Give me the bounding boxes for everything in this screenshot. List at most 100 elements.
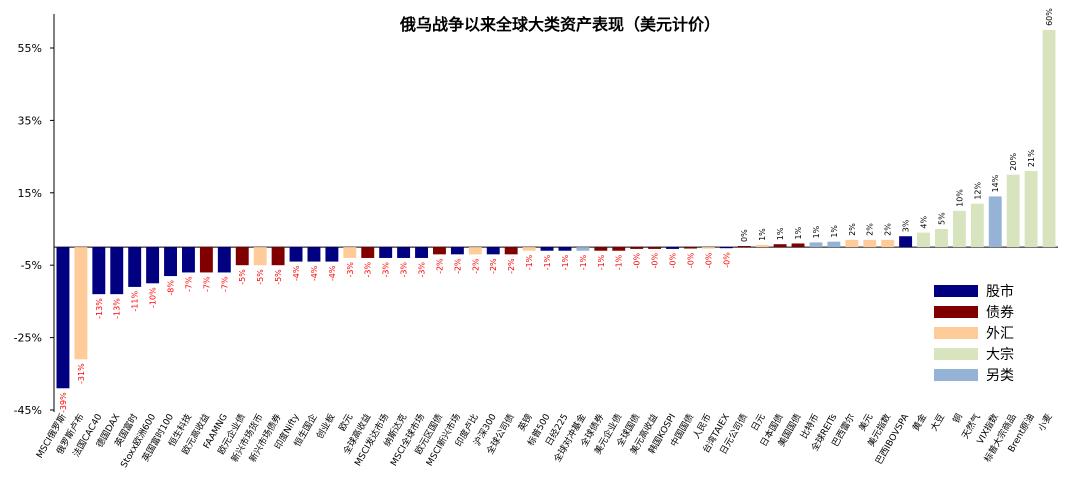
bar (217, 247, 231, 273)
bar (361, 247, 375, 258)
category-label: 铜 (950, 412, 965, 426)
bar (289, 247, 303, 262)
value-label: -3% (382, 262, 391, 278)
bar (397, 247, 411, 258)
bar (92, 247, 106, 295)
bar (450, 247, 464, 255)
value-label: -0% (704, 252, 713, 268)
bar (1006, 174, 1020, 248)
category-label: 小麦 (1035, 412, 1054, 434)
bar (630, 247, 644, 249)
value-label: -7% (220, 276, 229, 292)
value-label: -11% (131, 291, 140, 312)
category-label: 日元 (749, 412, 768, 433)
value-label: 0% (740, 229, 749, 242)
category-label: 欧元 (336, 412, 355, 434)
value-label: -13% (113, 298, 122, 319)
legend-label: 股市 (986, 283, 1014, 300)
value-label: -7% (202, 276, 211, 292)
bar (791, 243, 805, 248)
y-tick-label: -45% (14, 404, 42, 417)
value-label: -1% (615, 254, 624, 270)
bar (576, 247, 590, 251)
bar (648, 247, 662, 249)
bar (540, 247, 554, 251)
bar (1042, 29, 1056, 248)
bar (1024, 171, 1038, 248)
value-label: -2% (471, 258, 480, 274)
y-tick-label: -25% (14, 332, 42, 345)
bar (468, 247, 482, 255)
legend-swatch (934, 369, 978, 381)
bar (845, 239, 859, 248)
bar (379, 247, 393, 258)
bar (271, 247, 285, 266)
bar (253, 247, 267, 266)
value-label: -2% (453, 258, 462, 274)
value-label: 5% (937, 212, 946, 225)
bar (827, 241, 841, 248)
legend-label: 大宗 (986, 347, 1014, 363)
y-tick-label: 35% (18, 114, 42, 127)
legend-label: 外汇 (986, 326, 1014, 342)
bar (881, 239, 895, 248)
value-label: -0% (722, 252, 731, 268)
category-label: 大豆 (928, 412, 947, 434)
legend-label: 另类 (986, 368, 1014, 384)
bar (486, 247, 500, 255)
bar (415, 247, 428, 258)
bar (56, 247, 70, 389)
value-label: -1% (525, 254, 534, 270)
category-label: 创业板 (314, 412, 338, 441)
chart-title: 俄乌战争以来全球大类资产表现（美元计价） (399, 15, 720, 34)
bar (433, 247, 446, 255)
value-label: -2% (489, 258, 498, 274)
bar (701, 247, 715, 249)
value-label: -4% (310, 265, 319, 281)
bar (737, 246, 751, 248)
value-labels-group: -39%-31%-13% -13% -11% -10% -8% -7% -7% -7% -5% -… (59, 8, 1054, 413)
value-label: 3% (902, 219, 911, 232)
value-label: -1% (579, 254, 588, 270)
value-label: -5% (256, 269, 265, 285)
value-label: -5% (238, 269, 247, 285)
y-tick-label: 55% (18, 42, 42, 55)
bar (235, 247, 249, 266)
legend-swatch (934, 327, 978, 339)
value-label: -13% (95, 298, 104, 319)
bar (612, 247, 626, 251)
value-label: 2% (848, 223, 857, 236)
value-label: -0% (633, 253, 642, 269)
value-label: -4% (328, 265, 337, 281)
value-label: 4% (920, 216, 929, 229)
value-label: -1% (561, 254, 570, 270)
bar (755, 244, 769, 248)
bar (110, 247, 124, 295)
legend-swatch (934, 348, 978, 360)
bar (935, 229, 948, 248)
value-label: -8% (167, 280, 176, 296)
value-label: -1% (543, 254, 552, 270)
value-label: -10% (149, 287, 158, 308)
value-label: -4% (292, 265, 301, 281)
bar (307, 247, 321, 262)
category-label: 美元 (856, 412, 875, 434)
value-label: -2% (507, 258, 516, 274)
value-label: 2% (866, 223, 875, 236)
value-label: 1% (776, 227, 785, 240)
bar (773, 244, 787, 248)
bar (182, 247, 195, 273)
category-label: 英镑 (515, 412, 534, 434)
bar (970, 203, 984, 248)
bar (809, 242, 823, 248)
value-label: -39% (59, 392, 68, 413)
value-label: -7% (184, 276, 193, 292)
value-label: 2% (884, 223, 893, 236)
value-label: 1% (812, 225, 821, 238)
value-label: 14% (991, 174, 1000, 192)
value-label: -3% (364, 262, 373, 278)
bars-group (56, 29, 1056, 389)
value-label: -5% (274, 269, 283, 285)
